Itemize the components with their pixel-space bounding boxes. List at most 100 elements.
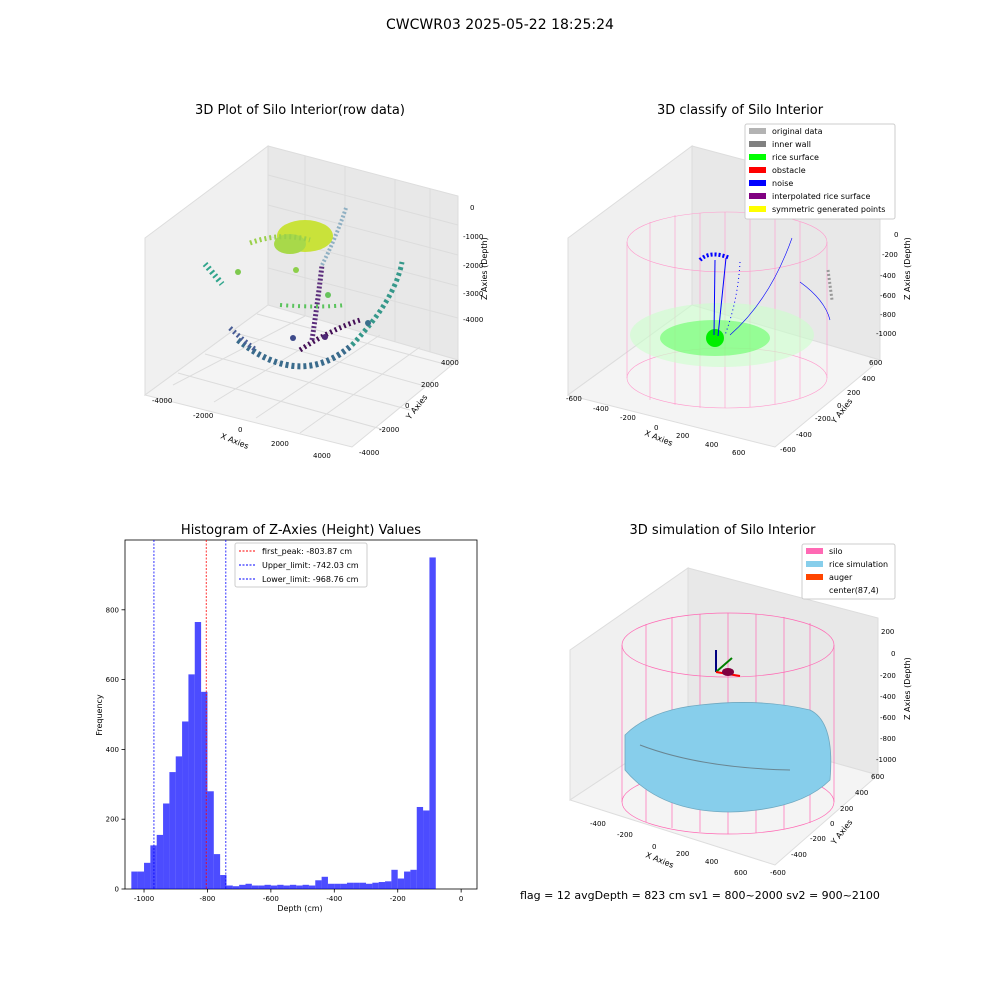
p1-ytick: 2000 [421, 381, 439, 389]
hist-y-tick-label: 600 [106, 676, 119, 684]
p2-ytick: 400 [862, 375, 875, 383]
p2-xtick: 600 [732, 449, 745, 457]
p2-ytick: -200 [815, 415, 831, 423]
p4-xlabel: X Axies [644, 851, 675, 870]
hist-bar [201, 691, 208, 889]
legend-swatch [749, 128, 766, 134]
p1-ytick: 4000 [441, 359, 459, 367]
hist-y-tick-label: 400 [106, 746, 119, 754]
hist-bar [397, 878, 405, 889]
panel2-title: 3D classify of Silo Interior [656, 103, 824, 118]
p1-ztick: -2000 [463, 262, 483, 270]
legend-swatch [749, 141, 766, 147]
hist-bar [258, 885, 265, 889]
p4-ztick: 200 [881, 628, 894, 636]
hist-x-tick-label: -400 [326, 895, 342, 903]
legend-label: rice simulation [829, 560, 888, 569]
hist-bar [264, 884, 271, 889]
hist-x-tick-label: -600 [263, 895, 279, 903]
hist-bar [372, 882, 379, 889]
hist-bar [391, 869, 398, 889]
p2-xtick: -400 [593, 405, 609, 413]
panel4-tick-labels: -400 -200 0 200 400 600 600 400 200 0 -2… [590, 628, 896, 877]
hist-bar [283, 885, 290, 889]
p2-ytick: 600 [869, 359, 882, 367]
hist-bar [315, 880, 322, 889]
hist-ylabel: Frequency [95, 694, 104, 736]
panel4-title: 3D simulation of Silo Interior [629, 523, 816, 538]
hist-xlabel: Depth (cm) [277, 904, 322, 913]
hist-bar [226, 885, 233, 889]
hist-bar [232, 886, 240, 889]
hist-bar [194, 622, 202, 889]
hist-bar [429, 557, 436, 889]
panel1-axes-box [143, 145, 460, 448]
p2-ztick: -400 [880, 272, 896, 280]
p2-ztick: -1000 [876, 330, 896, 338]
p2-xtick: -600 [566, 395, 582, 403]
legend-swatch [749, 206, 766, 212]
panel4-3d-simulation: -400 -200 0 200 400 600 600 400 200 0 -2… [568, 543, 912, 877]
legend-label: center(87,4) [829, 586, 879, 595]
hist-x-tick-label: -200 [390, 895, 406, 903]
panel1-title: 3D Plot of Silo Interior(row data) [195, 103, 405, 118]
p1-ztick: -3000 [463, 290, 483, 298]
p4-ztick: -200 [880, 672, 896, 680]
hist-bar [385, 881, 392, 889]
p2-xtick: 0 [654, 424, 658, 432]
p2-ztick: -600 [880, 292, 896, 300]
histogram-chart: -1000 -800 -600 -400 -200 0 0 200 400 600 800 Dep… [95, 539, 478, 913]
panel1-tick-labels: -4000 -2000 0 2000 4000 -4000 -2000 0 20… [152, 204, 483, 460]
legend-label: obstacle [772, 166, 806, 175]
p4-ytick: -400 [791, 851, 807, 859]
hist-bar [163, 803, 170, 889]
p1-ytick: 0 [405, 402, 409, 410]
legend-label: original data [772, 127, 823, 136]
p2-xtick: 400 [705, 441, 718, 449]
p4-ytick: -600 [770, 869, 786, 877]
hist-bar [366, 883, 373, 889]
hist-x-tick-label: -1000 [134, 895, 154, 903]
p2-ztick: -200 [882, 251, 898, 259]
p4-xtick: -400 [590, 820, 606, 828]
panel3-title: Histogram of Z-Axies (Height) Values [180, 523, 422, 538]
legend-swatch [806, 561, 823, 567]
hist-bar [270, 885, 278, 889]
hist-bar [144, 862, 151, 889]
hist-bar [156, 834, 164, 889]
p1-ytick: -4000 [359, 449, 379, 457]
p2-ytick: 0 [837, 402, 841, 410]
hist-bar [175, 756, 183, 889]
p2-ytick: -600 [780, 446, 796, 454]
hist-bar [239, 884, 246, 889]
hist-bar [423, 810, 430, 889]
p1-ztick: 0 [470, 204, 474, 212]
legend-label: symmetric generated points [772, 205, 885, 214]
hist-bar [334, 883, 341, 889]
legend-label: first_peak: -803.87 cm [262, 547, 352, 556]
p4-xtick: 200 [676, 850, 689, 858]
legend-swatch [806, 574, 823, 580]
hist-bar [213, 854, 221, 889]
panel2-inner-wall [826, 269, 834, 301]
hist-bar [277, 884, 284, 889]
hist-bar [410, 869, 417, 889]
hist-bar [416, 806, 424, 889]
hist-bar [182, 721, 189, 889]
legend-swatch [749, 180, 766, 186]
hist-bar [220, 875, 227, 889]
p2-ztick: -800 [880, 311, 896, 319]
hist-bar [353, 882, 360, 889]
p4-ytick: 600 [871, 773, 884, 781]
p2-zlabel: Z Axies (Depth) [903, 237, 912, 300]
hist-reference-lines [153, 540, 227, 889]
p1-zlabel: Z Axies (Depth) [480, 237, 489, 300]
p4-ztick: -400 [880, 693, 896, 701]
legend-swatch [749, 154, 766, 160]
p2-xtick: -200 [620, 414, 636, 422]
hist-bar [289, 884, 297, 889]
legend-label: noise [772, 179, 793, 188]
hist-bar [327, 883, 335, 889]
p1-xtick: -4000 [152, 397, 172, 405]
p4-ztick: -800 [880, 735, 896, 743]
